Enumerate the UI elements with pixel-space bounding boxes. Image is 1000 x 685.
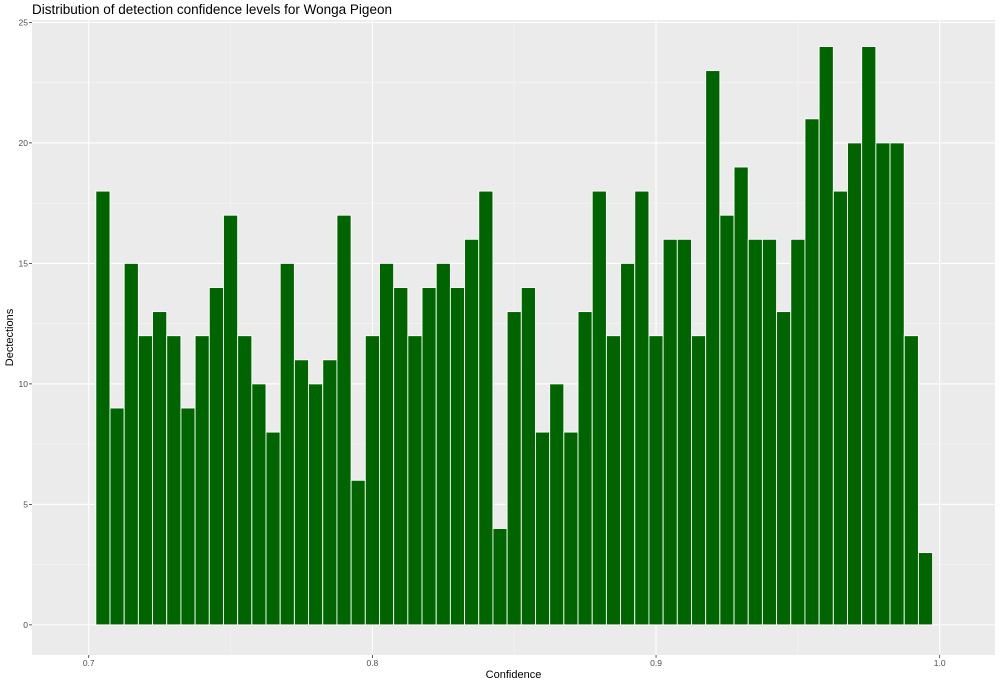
histogram-bar xyxy=(634,190,650,626)
histogram-bar xyxy=(691,335,707,626)
histogram-bar xyxy=(265,431,281,626)
histogram-bar xyxy=(818,46,834,626)
histogram-bar xyxy=(251,383,267,626)
histogram-bar xyxy=(662,238,678,626)
histogram-bar xyxy=(95,190,111,626)
histogram-bar xyxy=(520,287,536,626)
x-axis-label: Confidence xyxy=(486,669,542,681)
histogram-bar xyxy=(123,262,139,626)
histogram-bar xyxy=(223,214,239,626)
histogram-bar xyxy=(535,431,551,626)
bars-group xyxy=(95,46,934,626)
x-axis: 0.7 0.8 0.9 1.0 xyxy=(83,655,946,668)
y-tick-label: 25 xyxy=(19,17,29,27)
histogram-bar xyxy=(790,238,806,626)
histogram-bar xyxy=(620,262,636,626)
histogram-bar xyxy=(506,311,522,626)
histogram-bar xyxy=(492,528,508,626)
x-tick-label: 0.7 xyxy=(83,658,95,668)
histogram-bar xyxy=(137,335,154,626)
histogram-bar xyxy=(889,142,905,626)
histogram-bar xyxy=(563,431,579,626)
histogram-bar xyxy=(733,166,749,626)
histogram-bar xyxy=(180,407,196,626)
histogram-bar xyxy=(194,335,210,626)
y-tick-label: 5 xyxy=(23,499,28,509)
histogram-bar xyxy=(293,359,310,626)
histogram-bar xyxy=(464,238,480,626)
histogram-bar xyxy=(407,335,423,626)
y-tick-label: 0 xyxy=(23,620,28,630)
histogram-bar xyxy=(379,262,395,626)
y-tick-label: 15 xyxy=(19,258,29,268)
y-axis-label: Dectections xyxy=(4,308,16,366)
histogram-bar xyxy=(478,190,494,626)
histogram-bar xyxy=(435,262,451,626)
histogram-bar xyxy=(761,238,778,626)
histogram-bar xyxy=(237,335,253,626)
histogram-bar xyxy=(847,142,863,626)
histogram-bar xyxy=(591,190,607,626)
histogram-bar xyxy=(152,311,168,626)
histogram-bar xyxy=(719,214,735,626)
histogram-bar xyxy=(776,311,792,626)
histogram-bar xyxy=(903,335,919,626)
histogram-bar xyxy=(393,287,409,626)
y-tick-label: 20 xyxy=(19,138,29,148)
histogram-bar xyxy=(166,335,182,626)
histogram-bar xyxy=(308,383,324,626)
x-tick-label: 1.0 xyxy=(934,658,946,668)
histogram-bar xyxy=(747,238,763,626)
histogram-bar xyxy=(917,552,934,626)
histogram-bar xyxy=(861,46,877,626)
histogram-bar xyxy=(804,118,820,626)
histogram-bar xyxy=(322,359,338,626)
x-tick-label: 0.8 xyxy=(366,658,378,668)
histogram-bar xyxy=(279,262,295,626)
histogram-bar xyxy=(449,287,466,626)
histogram-bar xyxy=(875,142,891,626)
y-axis: 0 5 10 15 20 25 xyxy=(19,17,32,630)
histogram-bar xyxy=(705,70,721,626)
histogram-bar xyxy=(676,238,692,626)
histogram-bar xyxy=(648,335,664,626)
histogram-bar xyxy=(832,190,848,626)
histogram-bar xyxy=(336,214,352,626)
histogram-bar xyxy=(109,407,125,626)
histogram-bar xyxy=(350,479,366,626)
x-tick-label: 0.9 xyxy=(650,658,662,668)
histogram-bar xyxy=(208,287,224,626)
histogram-bar xyxy=(364,335,380,626)
histogram-bar xyxy=(577,311,593,626)
histogram-bar xyxy=(605,335,622,626)
y-tick-label: 10 xyxy=(19,379,29,389)
histogram-bar xyxy=(421,287,437,626)
histogram-bar xyxy=(549,383,565,626)
chart-title: Distribution of detection confidence lev… xyxy=(32,2,392,17)
